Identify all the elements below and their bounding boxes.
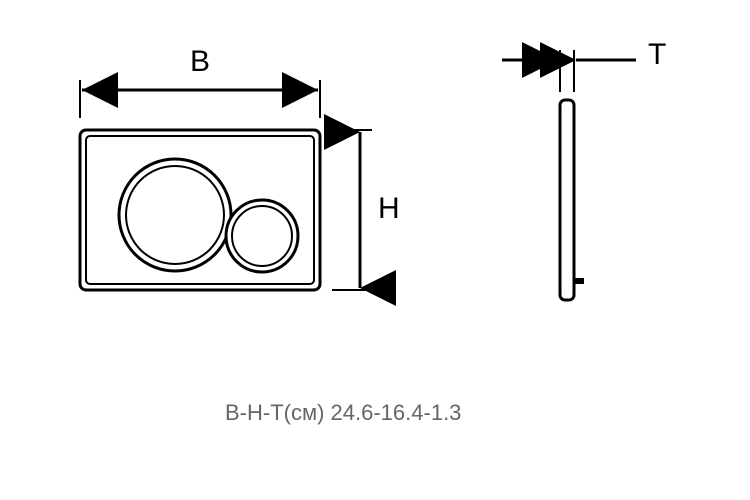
diagram-canvas: B H T B-H-T(см) 24.6-16.4-1.3: [0, 0, 750, 500]
side-tab: [574, 278, 584, 284]
dimensions-caption: B-H-T(см) 24.6-16.4-1.3: [225, 400, 461, 426]
big-button-outer: [119, 159, 231, 271]
label-b: B: [190, 45, 210, 79]
small-button-outer: [226, 200, 298, 272]
label-h: H: [378, 192, 400, 226]
label-t: T: [648, 38, 666, 72]
side-body: [560, 100, 574, 300]
